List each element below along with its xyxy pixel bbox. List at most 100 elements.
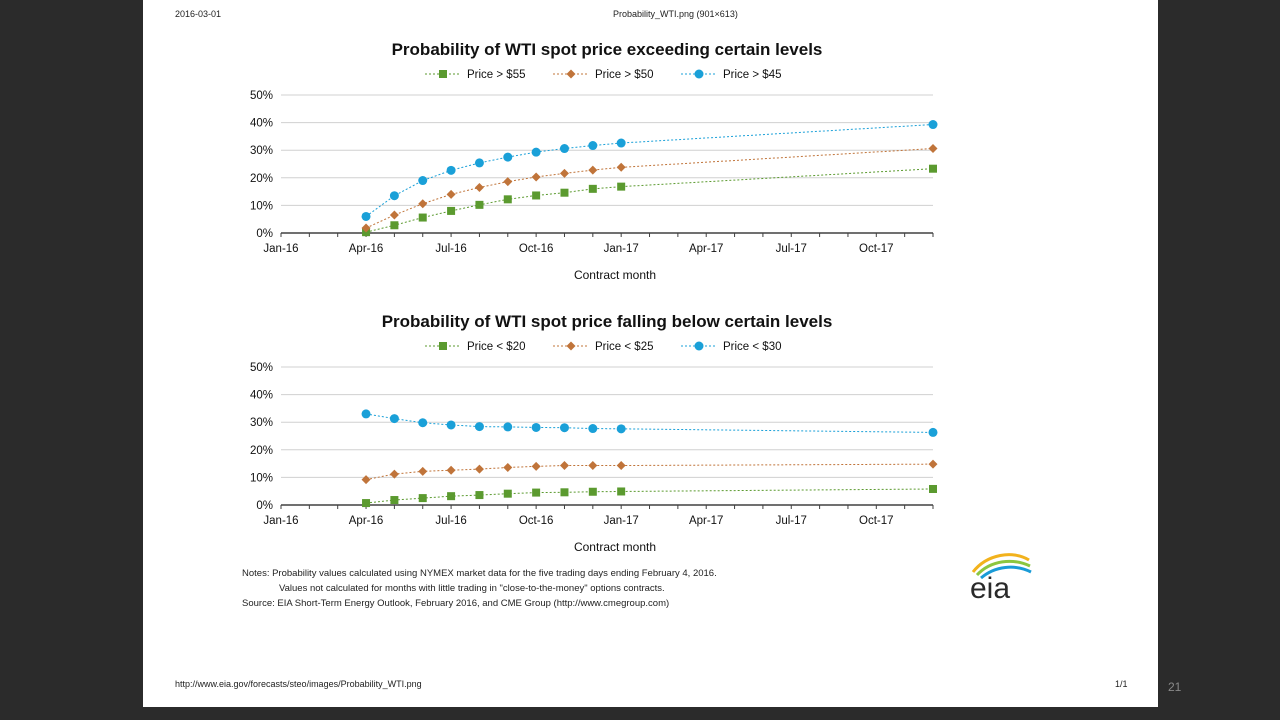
data-point [588,141,598,151]
notes-line-1: Notes: Probability values calculated usi… [242,568,717,579]
data-point [446,189,456,199]
x-tick-label: Apr-16 [349,515,384,527]
data-point [616,162,626,172]
data-point [389,210,399,220]
data-point [446,465,456,475]
data-point [616,461,626,471]
y-tick-label: 50% [250,90,273,102]
x-tick-label: Jul-17 [776,515,807,527]
eia-logo: eia [970,553,1032,602]
x-tick-label: Apr-17 [689,515,724,527]
data-point [362,499,371,508]
data-point [447,206,456,215]
data-point [531,172,541,182]
y-tick-label: 30% [250,417,273,429]
legend-label: Price > $50 [595,69,654,81]
data-point [503,195,512,204]
eia-logo-text: eia [970,572,1010,602]
y-tick-label: 40% [250,118,273,130]
chart-title: Probability of WTI spot price exceeding … [392,40,823,59]
x-tick-label: Jan-17 [604,515,639,527]
legend-marker [694,341,704,351]
data-point [588,461,598,471]
series-line [365,488,934,504]
series-line [365,413,934,433]
data-point [617,182,626,191]
data-point [361,475,371,485]
data-point [390,221,399,230]
print-date: 2016-03-01 [175,9,222,19]
data-point [503,177,513,187]
y-tick-label: 30% [250,145,273,157]
y-tick-label: 0% [256,500,273,512]
notes-line-2: Values not calculated for months with li… [279,583,665,594]
data-point [532,191,541,200]
data-point [588,487,597,496]
x-axis-label: Contract month [574,268,656,282]
y-tick-label: 20% [250,445,273,457]
slide-number: 21 [1168,680,1182,694]
x-tick-label: Jan-17 [604,243,639,255]
data-point [418,494,427,503]
data-point [616,138,626,148]
data-point [928,459,938,469]
x-tick-label: Oct-16 [519,515,554,527]
x-tick-label: Jul-17 [776,243,807,255]
data-point [446,420,456,430]
print-url: http://www.eia.gov/forecasts/steo/images… [175,679,422,689]
data-point [559,144,569,154]
data-point [928,144,938,154]
data-point [446,165,456,175]
data-point [616,424,626,434]
legend-label: Price < $25 [595,341,654,353]
data-point [389,414,399,424]
series-line [365,463,934,481]
legend-label: Price > $55 [467,69,526,81]
data-point [503,422,513,432]
x-tick-label: Oct-17 [859,243,894,255]
y-tick-label: 20% [250,173,273,185]
data-point [475,491,484,500]
data-point [447,492,456,501]
data-point [559,461,569,471]
document-page: 2016-03-01 Probability_WTI.png (901×613)… [143,0,1158,707]
data-point [503,489,512,498]
data-point [559,168,569,178]
x-tick-label: Jan-16 [263,243,298,255]
data-point [928,427,938,437]
chart-exceeding: Probability of WTI spot price exceeding … [250,40,938,282]
series-line [365,148,934,229]
data-point [361,211,371,221]
data-point [474,464,484,474]
y-tick-label: 10% [250,472,273,484]
data-point [928,120,938,130]
data-point [531,461,541,471]
data-point [929,484,937,493]
x-tick-label: Apr-16 [349,243,384,255]
legend-label: Price > $45 [723,69,782,81]
data-point [617,487,626,496]
data-point [418,199,428,209]
data-point [361,409,371,419]
data-point [418,418,428,428]
y-tick-label: 10% [250,200,273,212]
legend-marker [566,69,576,79]
data-point [588,165,598,175]
data-point [418,176,428,186]
data-point [588,424,598,434]
chart-notes: Notes: Probability values calculated usi… [242,566,717,611]
data-point [929,164,937,173]
data-point [503,152,513,162]
data-point [361,223,371,233]
data-point [389,191,399,201]
x-axis-label: Contract month [574,540,656,554]
legend-marker [694,69,704,79]
data-point [474,158,484,168]
data-point [559,423,569,433]
y-tick-label: 0% [256,228,273,240]
data-point [418,466,428,476]
data-point [531,147,541,157]
print-page-count: 1/1 [1115,679,1128,689]
legend-marker [439,342,447,350]
chart-falling-below: Probability of WTI spot price falling be… [250,312,938,554]
